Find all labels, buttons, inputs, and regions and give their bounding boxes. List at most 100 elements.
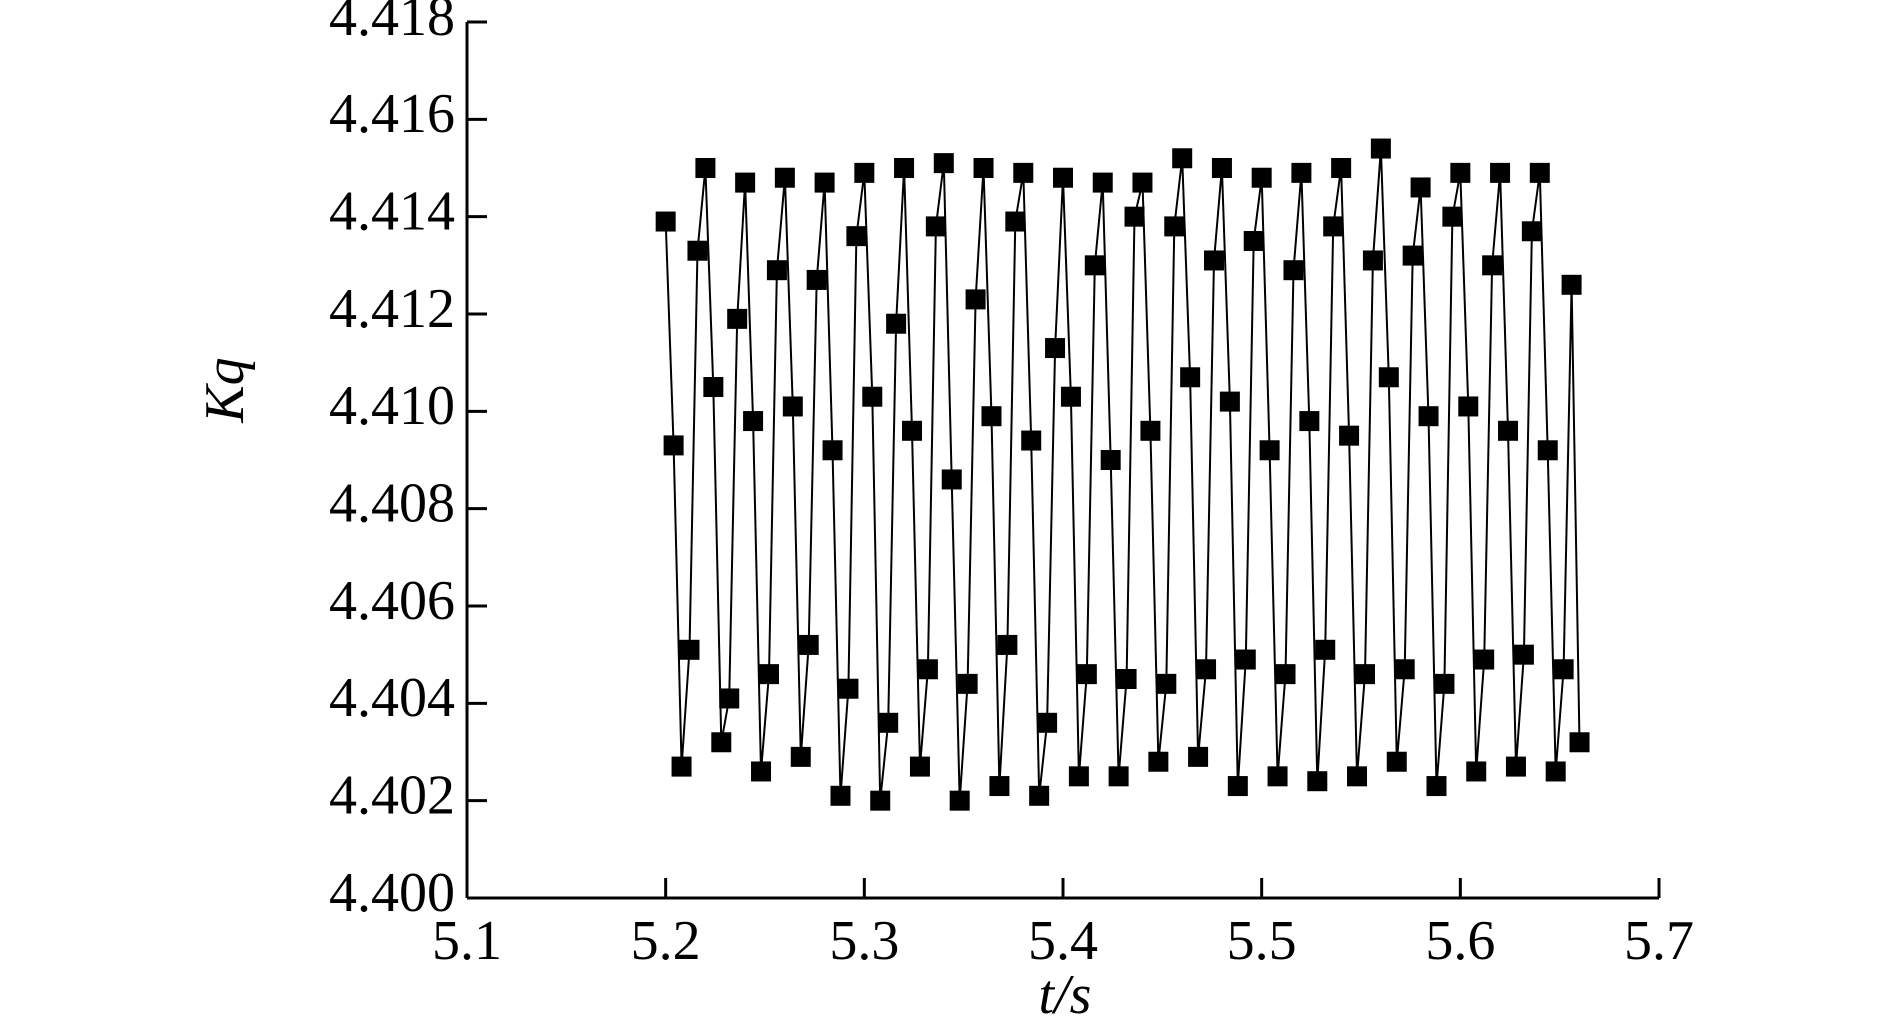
marker <box>1545 761 1566 782</box>
marker <box>1196 659 1217 680</box>
marker <box>965 289 986 310</box>
y-tick-label: 4.408 <box>329 473 455 535</box>
marker <box>1378 367 1399 388</box>
marker <box>758 664 779 685</box>
marker <box>1370 138 1391 159</box>
marker <box>687 240 708 261</box>
marker <box>957 673 978 694</box>
marker <box>735 172 756 193</box>
marker <box>1275 664 1296 685</box>
marker <box>1283 260 1304 281</box>
marker <box>1299 411 1320 432</box>
marker <box>655 211 676 232</box>
marker <box>1331 158 1352 178</box>
y-tick-label: 4.400 <box>329 862 455 924</box>
x-tick-label: 5.3 <box>829 910 899 972</box>
marker <box>1529 162 1550 183</box>
marker <box>917 659 938 680</box>
marker <box>1045 338 1066 359</box>
marker <box>1235 649 1256 670</box>
marker <box>1084 255 1105 276</box>
marker <box>1029 785 1050 806</box>
y-tick-label: 4.414 <box>329 181 455 243</box>
x-tick-label: 5.5 <box>1227 910 1297 972</box>
line <box>664 148 1581 801</box>
marker <box>933 153 954 174</box>
marker <box>1498 420 1519 441</box>
marker <box>846 226 867 247</box>
x-tick-label: 5.7 <box>1624 910 1694 972</box>
marker <box>1402 245 1423 266</box>
marker <box>1553 659 1574 680</box>
marker <box>1148 751 1169 772</box>
marker <box>894 158 915 178</box>
marker <box>751 761 772 782</box>
marker <box>663 435 684 456</box>
x-tick-label: 5.6 <box>1425 910 1495 972</box>
marker <box>1339 425 1360 446</box>
marker <box>886 313 907 334</box>
marker <box>1347 766 1368 787</box>
marker <box>1180 367 1201 388</box>
marker <box>790 746 811 767</box>
marker <box>1291 162 1312 183</box>
marker <box>830 785 851 806</box>
marker <box>1474 649 1495 670</box>
marker <box>925 216 946 237</box>
marker <box>902 420 923 441</box>
marker <box>1561 274 1582 295</box>
marker <box>1458 396 1479 417</box>
marker <box>1490 162 1511 183</box>
marker <box>719 688 740 709</box>
marker <box>743 411 764 432</box>
marker <box>806 269 827 290</box>
marker <box>1053 167 1073 188</box>
x-axis-label: t/s <box>1039 964 1092 1024</box>
marker <box>814 172 835 193</box>
marker <box>1418 406 1439 427</box>
y-tick-label: 4.418 <box>329 0 455 48</box>
marker <box>1140 420 1161 441</box>
y-axis-label: Kq <box>194 357 256 423</box>
marker <box>798 634 819 655</box>
y-tick-label: 4.404 <box>329 667 455 729</box>
marker <box>1466 761 1487 782</box>
marker <box>1068 766 1089 787</box>
marker <box>1450 162 1471 183</box>
marker <box>1037 712 1058 733</box>
y-tick-label: 4.416 <box>329 83 455 145</box>
marker <box>1156 673 1177 694</box>
x-tick-label: 5.4 <box>1028 910 1098 972</box>
marker <box>981 406 1002 427</box>
marker <box>854 162 875 183</box>
marker <box>1307 771 1328 792</box>
marker <box>878 712 899 733</box>
marker <box>1362 250 1383 271</box>
marker <box>862 386 883 407</box>
marker <box>1537 440 1558 461</box>
marker <box>782 396 803 417</box>
marker <box>1219 391 1240 412</box>
marker <box>909 756 930 777</box>
marker <box>1076 664 1097 685</box>
marker <box>1092 172 1113 193</box>
marker <box>949 790 970 811</box>
marker <box>1013 162 1034 183</box>
marker <box>1164 216 1185 237</box>
y-tick-label: 4.406 <box>329 570 455 632</box>
y-tick-label: 4.402 <box>329 765 455 827</box>
marker <box>1243 231 1264 251</box>
marker <box>1521 221 1542 242</box>
marker <box>1211 158 1232 178</box>
marker <box>1188 746 1209 767</box>
marker <box>1021 430 1042 451</box>
marker <box>941 469 962 490</box>
x-tick-label: 5.2 <box>631 910 701 972</box>
marker <box>679 639 700 660</box>
marker <box>973 158 994 178</box>
marker <box>1116 669 1137 689</box>
marker <box>1434 673 1455 694</box>
marker <box>1410 177 1431 198</box>
marker <box>1227 776 1248 797</box>
